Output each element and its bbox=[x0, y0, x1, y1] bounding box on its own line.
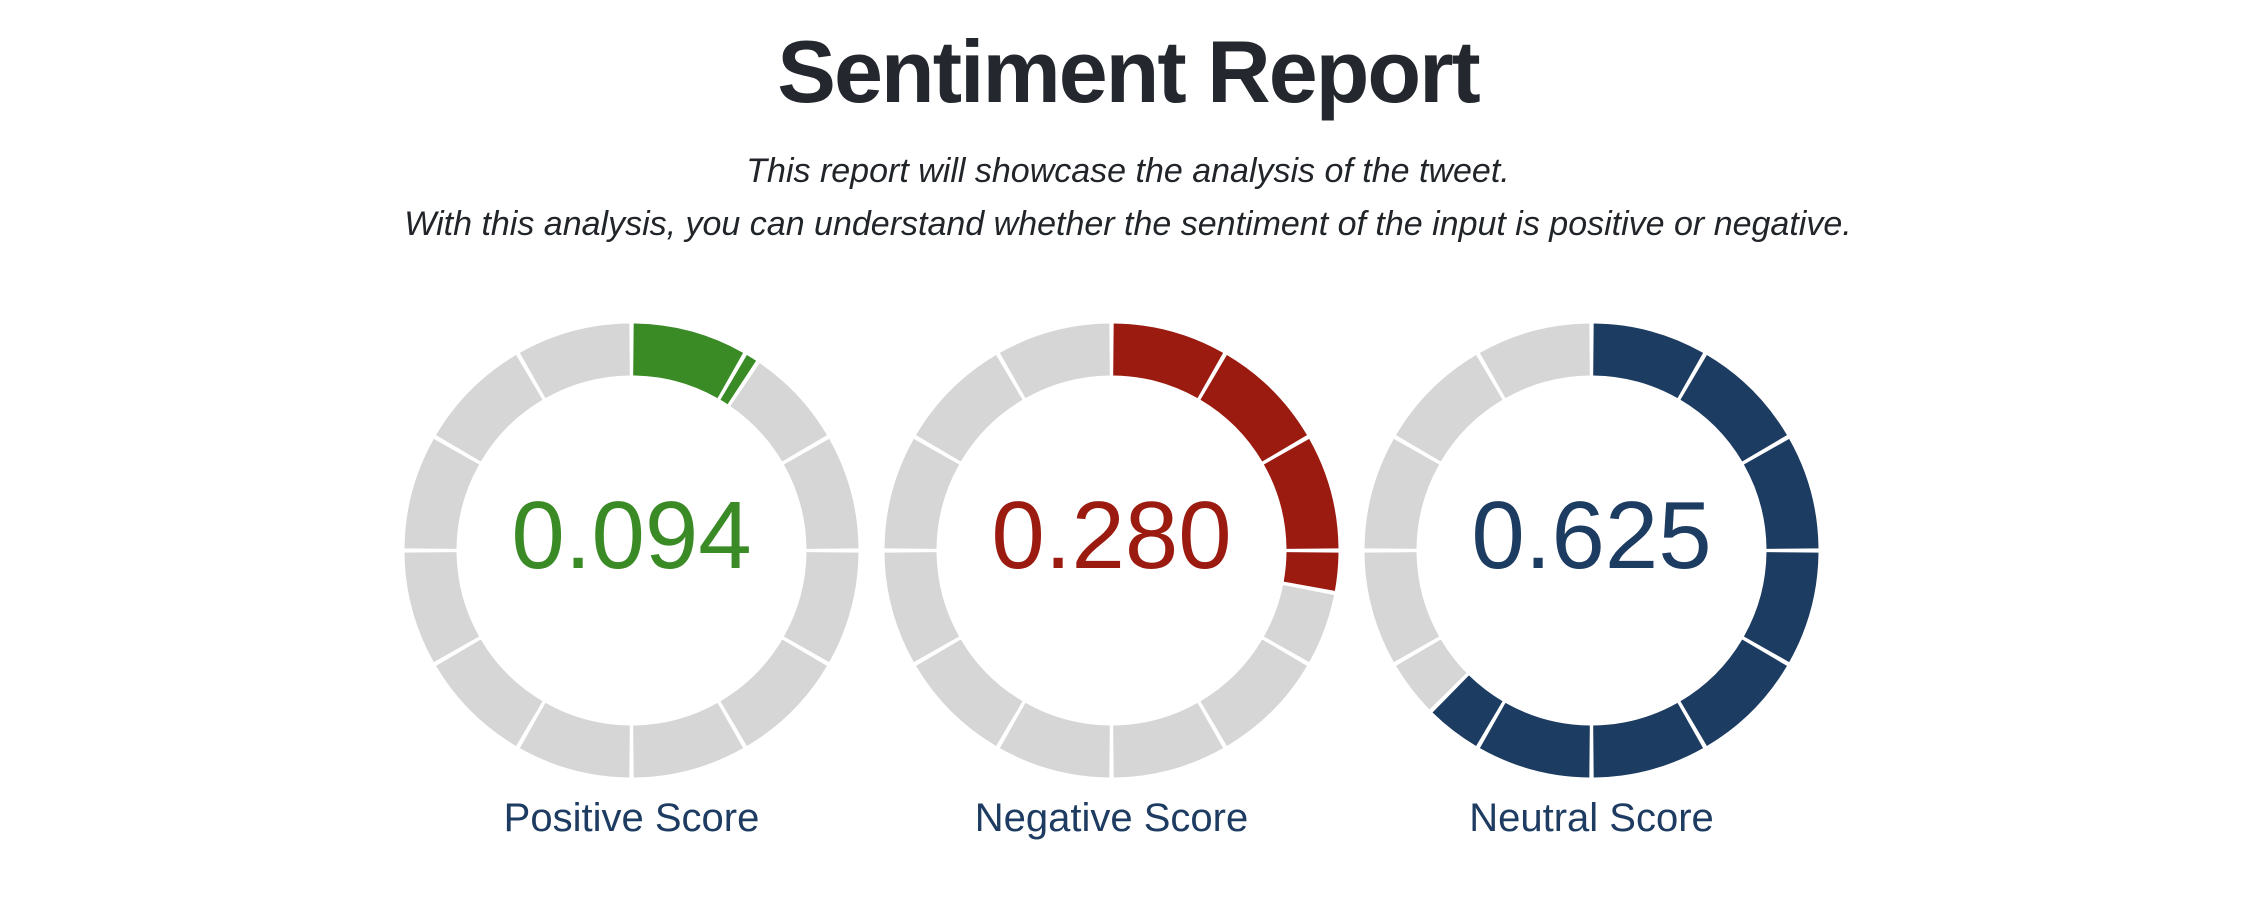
gauge-negative-score: 0.280 Negative Score bbox=[884, 323, 1339, 842]
gauge-value: 0.625 bbox=[1471, 481, 1712, 589]
subtitle-line-1: This report will showcase the analysis o… bbox=[746, 152, 1510, 190]
gauge-caption: Negative Score bbox=[974, 796, 1249, 840]
sentiment-report-page: Sentiment Report This report will showca… bbox=[0, 20, 2256, 924]
gauge-value: 0.094 bbox=[511, 481, 752, 589]
gauge-ring: 0.094 bbox=[404, 323, 859, 778]
gauge-ring: 0.280 bbox=[884, 323, 1339, 778]
gauge-row: 0.094 Positive Score 0.280 Negative Scor… bbox=[404, 323, 1819, 842]
gauge-value: 0.280 bbox=[991, 481, 1232, 589]
subtitle-line-2: With this analysis, you can understand w… bbox=[404, 205, 1852, 243]
page-subtitle: This report will showcase the analysis o… bbox=[0, 145, 2256, 251]
gauge-caption: Positive Score bbox=[503, 796, 760, 840]
page-title: Sentiment Report bbox=[777, 22, 1480, 121]
gauge-neutral-score: 0.625 Neutral Score bbox=[1364, 323, 1819, 842]
gauge-ring: 0.625 bbox=[1364, 323, 1819, 778]
gauge-ring-chart bbox=[884, 323, 1339, 778]
gauge-caption: Neutral Score bbox=[1469, 796, 1714, 840]
gauge-positive-score: 0.094 Positive Score bbox=[404, 323, 859, 842]
gauge-ring-chart bbox=[404, 323, 859, 778]
gauge-ring-chart bbox=[1364, 323, 1819, 778]
